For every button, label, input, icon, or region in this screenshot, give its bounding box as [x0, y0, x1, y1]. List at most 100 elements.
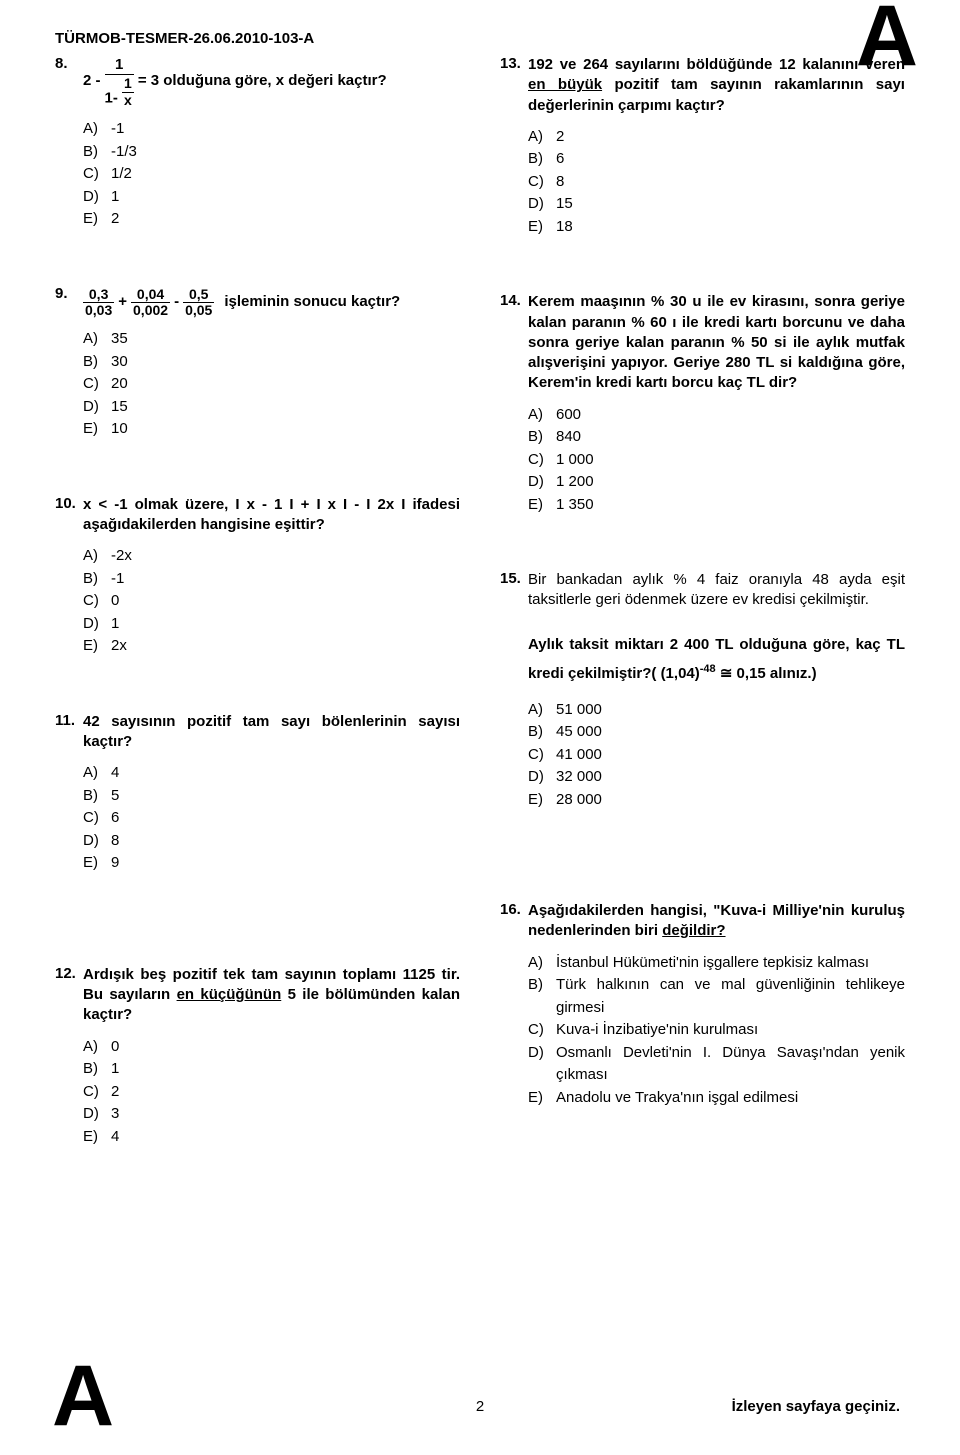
opt-label: B): [528, 148, 556, 171]
footer-note: İzleyen sayfaya geçiniz.: [732, 1398, 900, 1415]
q9-f1d: 0,03: [83, 303, 114, 318]
q8-opt-a: -1: [111, 118, 460, 141]
q13-opt-b: 6: [556, 148, 905, 171]
q11-opt-e: 9: [111, 852, 460, 875]
q9-opt-b: 30: [111, 351, 460, 374]
opt-label: C): [528, 449, 556, 472]
q11-opt-b: 5: [111, 785, 460, 808]
opt-label: A): [528, 126, 556, 149]
q10-opt-e: 2x: [111, 635, 460, 658]
opt-label: A): [528, 952, 556, 975]
q13-opt-e: 18: [556, 216, 905, 239]
q8-text: 2 - 1 1- 1 x: [83, 55, 460, 108]
q13-options: A)2 B)6 C)8 D)15 E)18: [528, 126, 905, 239]
q12-options: A)0 B)1 C)2 D)3 E)4: [83, 1036, 460, 1149]
question-10: 10. x < -1 olmak üzere, I x - 1 I + I x …: [55, 495, 460, 658]
q9-minus: -: [174, 292, 179, 312]
q11-options: A)4 B)5 C)6 D)8 E)9: [83, 762, 460, 875]
opt-label: C): [83, 163, 111, 186]
q15-text1: Bir bankadan aylık % 4 faiz oranıyla 48 …: [528, 570, 905, 611]
q8-frac-top: 1: [105, 55, 134, 75]
q10-opt-a: -2x: [111, 545, 460, 568]
opt-label: B): [528, 721, 556, 744]
exam-header: TÜRMOB-TESMER-26.06.2010-103-A: [55, 30, 905, 47]
opt-label: D): [528, 1042, 556, 1087]
q10-opt-d: 1: [111, 613, 460, 636]
q15-number: 15.: [500, 570, 528, 587]
opt-label: E): [528, 789, 556, 812]
q9-tail: işleminin sonucu kaçtır?: [224, 292, 400, 312]
opt-label: D): [83, 830, 111, 853]
question-15: 15. Bir bankadan aylık % 4 faiz oranıyla…: [500, 570, 905, 811]
opt-label: D): [83, 613, 111, 636]
opt-label: D): [83, 186, 111, 209]
opt-label: E): [83, 418, 111, 441]
page-number: 2: [476, 1398, 484, 1415]
q13-opt-d: 15: [556, 193, 905, 216]
columns: 8. 2 - 1 1- 1 x: [55, 55, 905, 1202]
q9-opt-c: 20: [111, 373, 460, 396]
q8-opt-e: 2: [111, 208, 460, 231]
q9-opt-d: 15: [111, 396, 460, 419]
q13-opt-c: 8: [556, 171, 905, 194]
opt-label: B): [83, 785, 111, 808]
q8-options: A)-1 B)-1/3 C)1/2 D)1 E)2: [83, 118, 460, 231]
q16-opt-d: Osmanlı Devleti'nin I. Dünya Savaşı'ndan…: [556, 1042, 905, 1087]
question-11: 11. 42 sayısının pozitif tam sayı bölenl…: [55, 712, 460, 875]
q8-number: 8.: [55, 55, 83, 72]
q10-opt-b: -1: [111, 568, 460, 591]
q11-opt-c: 6: [111, 807, 460, 830]
exam-page: A A TÜRMOB-TESMER-26.06.2010-103-A 8. 2 …: [0, 0, 960, 1455]
q8-opt-b: -1/3: [111, 141, 460, 164]
opt-label: E): [83, 852, 111, 875]
opt-label: B): [528, 426, 556, 449]
q8-eq-pre: 2 -: [83, 71, 101, 91]
q9-text: 0,30,03 + 0,040,002 - 0,50,05 işleminin …: [83, 285, 460, 319]
q9-plus: +: [118, 292, 127, 312]
q13-p1: 192 ve 264 sayılarını böldüğünde 12 kala…: [528, 56, 905, 73]
opt-label: C): [83, 373, 111, 396]
q16-opt-c: Kuva-i İnzibatiye'nin kurulması: [556, 1019, 905, 1042]
opt-label: E): [83, 208, 111, 231]
question-9: 9. 0,30,03 + 0,040,002 - 0,50,05 işlemin…: [55, 285, 460, 441]
opt-label: C): [528, 1019, 556, 1042]
opt-label: C): [83, 807, 111, 830]
q13-u: en büyük: [528, 76, 602, 93]
q10-opt-c: 0: [111, 590, 460, 613]
q9-f2n: 0,04: [131, 287, 170, 303]
q14-opt-e: 1 350: [556, 494, 905, 517]
q12-number: 12.: [55, 965, 83, 982]
q15-text2: Aylık taksit miktarı 2 400 TL olduğuna g…: [528, 631, 905, 689]
q14-opt-b: 840: [556, 426, 905, 449]
opt-label: A): [528, 404, 556, 427]
q9-opt-a: 35: [111, 328, 460, 351]
q11-text: 42 sayısının pozitif tam sayı bölenlerin…: [83, 712, 460, 753]
opt-label: E): [83, 1126, 111, 1149]
q15-opt-c: 41 000: [556, 744, 905, 767]
opt-label: D): [528, 193, 556, 216]
q12-opt-d: 3: [111, 1103, 460, 1126]
opt-label: A): [83, 328, 111, 351]
q12-text: Ardışık beş pozitif tek tam sayının topl…: [83, 965, 460, 1026]
q13-number: 13.: [500, 55, 528, 72]
corner-letter-top: A: [856, 2, 918, 71]
q9-f2d: 0,002: [131, 303, 170, 318]
opt-label: A): [528, 699, 556, 722]
question-16: 16. Aşağıdakilerden hangisi, "Kuva-i Mil…: [500, 901, 905, 1109]
opt-label: A): [83, 1036, 111, 1059]
q14-number: 14.: [500, 292, 528, 309]
opt-label: A): [83, 118, 111, 141]
q12-opt-e: 4: [111, 1126, 460, 1149]
q10-number: 10.: [55, 495, 83, 512]
q11-opt-a: 4: [111, 762, 460, 785]
q14-opt-a: 600: [556, 404, 905, 427]
q16-options: A)İstanbul Hükümeti'nin işgallere tepkis…: [528, 952, 905, 1110]
q16-opt-a: İstanbul Hükümeti'nin işgallere tepkisiz…: [556, 952, 905, 975]
opt-label: C): [528, 744, 556, 767]
opt-label: C): [83, 590, 111, 613]
q15-t2-exp: -48: [700, 663, 716, 675]
q12-text-u: en küçüğünün: [177, 986, 282, 1003]
q16-number: 16.: [500, 901, 528, 918]
q14-opt-d: 1 200: [556, 471, 905, 494]
q15-t2-base: (1,04): [661, 665, 700, 682]
